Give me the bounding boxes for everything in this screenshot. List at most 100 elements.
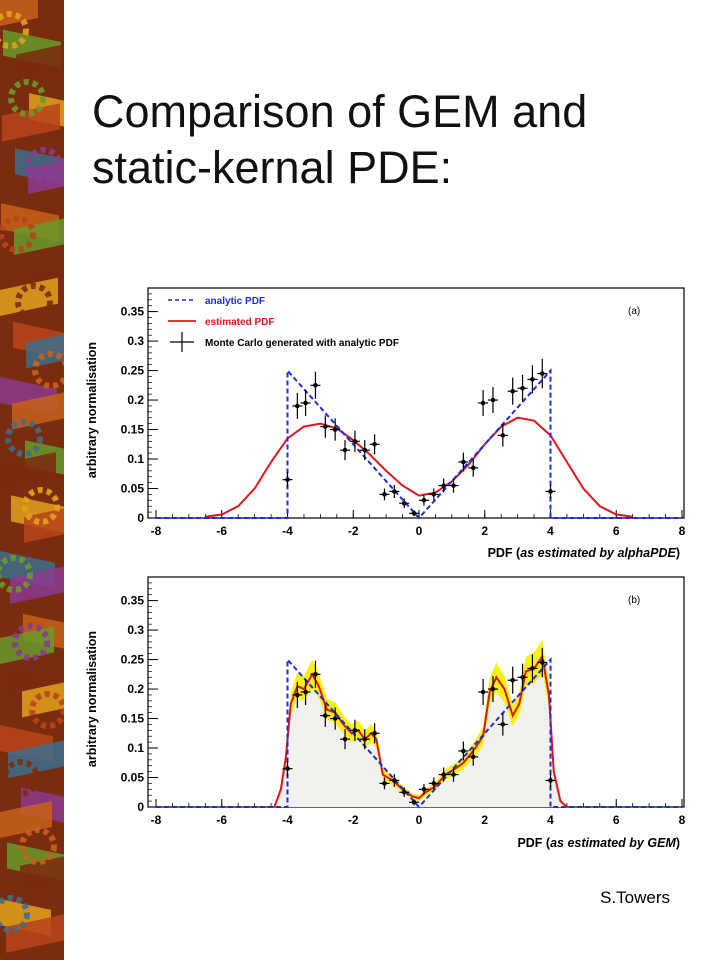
- x-tick-label: -6: [216, 524, 227, 538]
- panel-tag: (a): [628, 306, 640, 317]
- mc-data-point: [362, 447, 368, 453]
- mc-data-point: [421, 787, 427, 792]
- strip-patch: [8, 737, 64, 779]
- x-tick-label: 0: [416, 813, 423, 827]
- mc-data-point: [421, 498, 427, 503]
- strip-patch: [6, 912, 64, 953]
- x-tick-label: 8: [679, 813, 686, 827]
- strip-patch: [0, 452, 56, 491]
- mc-data-point: [500, 722, 506, 727]
- x-axis-label: PDF (as estimated by GEM): [517, 836, 680, 850]
- x-tick-label: -4: [282, 813, 293, 827]
- mc-data-point: [372, 441, 377, 447]
- mc-data-point: [520, 674, 525, 680]
- strip-patch: [0, 626, 54, 665]
- y-tick-label: 0: [137, 511, 144, 525]
- mc-data-point: [451, 483, 456, 488]
- mc-data-point: [480, 689, 486, 695]
- plot-frame: [147, 287, 685, 519]
- mc-data-point: [510, 388, 515, 394]
- mc-data-point: [342, 736, 348, 742]
- x-tick-label: 6: [613, 524, 620, 538]
- decorative-side-strip: [0, 0, 64, 960]
- mc-data-point: [323, 424, 328, 429]
- mc-data-point: [490, 686, 496, 692]
- series-line-analytic-pdf: [156, 367, 682, 520]
- strip-gear: [0, 555, 33, 593]
- mc-data-point: [539, 660, 545, 665]
- x-tick-label: 0: [416, 524, 423, 538]
- strip-patch: [20, 855, 64, 892]
- x-tick-label: -6: [216, 813, 227, 827]
- mc-data-point: [539, 371, 545, 376]
- y-tick-label: 0.25: [121, 364, 145, 378]
- x-tick-label: 2: [481, 813, 488, 827]
- slide-title-line-2: static-kernal PDE:: [92, 142, 453, 193]
- author-credit: S.Towers: [600, 888, 670, 907]
- mc-data-point: [382, 781, 387, 786]
- mc-data-point: [401, 500, 407, 506]
- mc-data-point: [520, 385, 525, 391]
- mc-data-point: [285, 766, 290, 771]
- strip-patch: [2, 103, 60, 142]
- strip-patch: [24, 506, 64, 543]
- strip-gear: [12, 623, 50, 661]
- y-tick-label: 0.1: [127, 452, 144, 466]
- strip-gear: [25, 147, 63, 185]
- strip-gear: [5, 419, 43, 457]
- x-axis-label-italic: as estimated by GEM: [550, 836, 676, 850]
- x-tick-label: 8: [679, 524, 686, 538]
- mc-data-point: [441, 772, 446, 777]
- mc-data-point: [313, 383, 318, 388]
- x-tick-label: -2: [348, 524, 359, 538]
- x-tick-label: -4: [282, 524, 293, 538]
- strip-gear: [8, 79, 46, 117]
- strip-patch: [12, 388, 64, 430]
- legend-label: Monte Carlo generated with analytic PDF: [205, 338, 399, 349]
- mc-data-point: [411, 510, 417, 516]
- mc-data-point: [411, 799, 417, 805]
- mc-data-point: [548, 489, 553, 494]
- x-axis-label: PDF (as estimated by alphaPDE): [488, 546, 680, 560]
- strip-gear: [29, 691, 64, 729]
- y-tick-label: 0: [137, 800, 144, 814]
- y-tick-label: 0.2: [127, 393, 144, 407]
- mc-data-point: [470, 465, 476, 471]
- legend-label: analytic PDF: [205, 296, 265, 307]
- mc-data-point: [285, 477, 290, 482]
- mc-data-point: [431, 781, 437, 786]
- x-tick-label: -2: [348, 813, 359, 827]
- strip-gear: [2, 759, 40, 797]
- y-tick-label: 0.35: [121, 305, 145, 319]
- strip-patch: [16, 40, 64, 81]
- mc-data-point: [510, 677, 515, 683]
- mc-data-point: [451, 772, 456, 777]
- y-tick-label: 0.15: [121, 712, 145, 726]
- slide-title: Comparison of GEM and static-kernal PDE:: [92, 84, 692, 196]
- strip-gear: [22, 487, 60, 525]
- x-tick-label: 2: [481, 524, 488, 538]
- mc-data-point: [461, 748, 466, 754]
- y-tick-label: 0.2: [127, 682, 144, 696]
- plot-frame: [147, 576, 685, 808]
- mc-data-point: [332, 716, 338, 721]
- strip-patch: [26, 332, 64, 369]
- mc-data-point: [500, 433, 506, 438]
- x-tick-label: -8: [151, 524, 162, 538]
- mc-data-point: [431, 492, 437, 497]
- mc-data-point: [295, 403, 300, 409]
- strip-patch: [22, 681, 64, 718]
- strip-gear: [0, 215, 36, 253]
- x-axis-label-suffix: ): [676, 546, 680, 560]
- mc-data-point: [490, 397, 496, 403]
- chart-panel-a: -8 -6 -4 -2 0 2 4 6 8 0 0.05 0.1 0.15 0.2 0.25 0.3 0.35 a…: [85, 287, 686, 560]
- estimated-pdf-fill: [274, 673, 567, 807]
- mc-data-point: [342, 447, 348, 453]
- mc-data-point: [441, 483, 446, 488]
- mc-data-point: [303, 689, 308, 695]
- mc-data-point: [461, 459, 466, 465]
- y-tick-label: 0.25: [121, 653, 145, 667]
- strip-gear: [0, 895, 30, 933]
- mc-data-point: [295, 692, 300, 698]
